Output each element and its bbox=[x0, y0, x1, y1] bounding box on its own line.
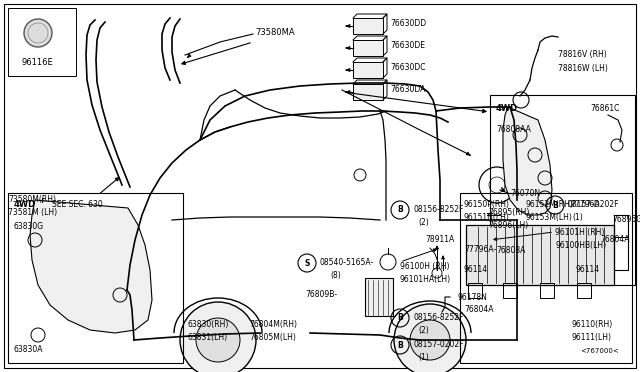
Text: <767000<: <767000< bbox=[580, 348, 619, 354]
Text: 08156-8252F: 08156-8252F bbox=[413, 313, 463, 322]
Text: 63830G: 63830G bbox=[14, 222, 44, 231]
Bar bbox=[353, 18, 383, 34]
Text: (2): (2) bbox=[418, 218, 429, 227]
Text: 96110(RH): 96110(RH) bbox=[572, 320, 613, 329]
Bar bbox=[503, 283, 517, 298]
Text: B: B bbox=[397, 340, 403, 350]
Bar bbox=[353, 62, 383, 78]
Text: 76804A: 76804A bbox=[464, 305, 493, 314]
Text: 08157-0202F: 08157-0202F bbox=[413, 340, 463, 349]
Circle shape bbox=[394, 304, 466, 372]
Polygon shape bbox=[30, 200, 152, 333]
Circle shape bbox=[196, 318, 240, 362]
Text: 96100H (RH): 96100H (RH) bbox=[400, 262, 449, 271]
Text: 76804A: 76804A bbox=[600, 235, 630, 244]
Text: 76804M(RH): 76804M(RH) bbox=[249, 320, 297, 329]
Bar bbox=[490, 95, 635, 285]
Text: 76809B-: 76809B- bbox=[305, 290, 337, 299]
Text: 76861C: 76861C bbox=[590, 104, 620, 113]
Text: 63830A: 63830A bbox=[14, 345, 44, 354]
Text: B: B bbox=[397, 314, 403, 323]
Text: 76808A: 76808A bbox=[496, 246, 525, 255]
Text: 96178N: 96178N bbox=[457, 293, 487, 302]
Text: 76070N: 76070N bbox=[510, 189, 540, 198]
Text: 78911A: 78911A bbox=[425, 235, 454, 244]
Text: 76808AA: 76808AA bbox=[496, 125, 531, 134]
Text: 73580M(RH): 73580M(RH) bbox=[8, 195, 56, 204]
Bar bbox=[614, 215, 628, 270]
Text: 76896(LH): 76896(LH) bbox=[488, 221, 528, 230]
Text: 96114: 96114 bbox=[576, 265, 600, 274]
Text: 08156-8252F: 08156-8252F bbox=[413, 205, 463, 214]
Text: 96114: 96114 bbox=[464, 265, 488, 274]
Bar bbox=[540, 283, 554, 298]
Text: 76630DD: 76630DD bbox=[390, 19, 426, 29]
Text: 77796A-: 77796A- bbox=[464, 245, 496, 254]
Text: 73581M (LH): 73581M (LH) bbox=[8, 208, 57, 217]
Bar bbox=[365, 278, 393, 316]
Text: 76630DC: 76630DC bbox=[390, 64, 426, 73]
Bar bbox=[8, 8, 76, 76]
Text: 76630DA: 76630DA bbox=[390, 86, 426, 94]
Text: 96116E: 96116E bbox=[22, 58, 54, 67]
Circle shape bbox=[24, 19, 52, 47]
Text: B: B bbox=[552, 201, 558, 209]
Text: 96151N(LH): 96151N(LH) bbox=[464, 213, 510, 222]
Text: 96150P(RH): 96150P(RH) bbox=[464, 200, 510, 209]
Text: (1): (1) bbox=[572, 213, 583, 222]
Text: 08540-5165A-: 08540-5165A- bbox=[320, 258, 374, 267]
Polygon shape bbox=[503, 107, 552, 215]
Bar bbox=[577, 283, 591, 298]
Text: 96101HA(LH): 96101HA(LH) bbox=[400, 275, 451, 284]
Circle shape bbox=[410, 320, 450, 360]
Text: 76630DE: 76630DE bbox=[390, 42, 425, 51]
Text: 4WD: 4WD bbox=[496, 104, 518, 113]
Text: 96152M(RH): 96152M(RH) bbox=[526, 200, 574, 209]
Text: (1): (1) bbox=[418, 353, 429, 362]
Text: 4WD: 4WD bbox=[14, 200, 36, 209]
Text: 96153M(LH): 96153M(LH) bbox=[526, 213, 573, 222]
Text: SEE SEC. 630: SEE SEC. 630 bbox=[52, 200, 103, 209]
Bar bbox=[466, 225, 614, 285]
Circle shape bbox=[180, 302, 256, 372]
Bar bbox=[353, 84, 383, 100]
Text: S: S bbox=[304, 259, 310, 267]
Text: 63830(RH): 63830(RH) bbox=[188, 320, 229, 329]
Text: 76895G: 76895G bbox=[612, 215, 640, 224]
Text: 77796A: 77796A bbox=[570, 200, 600, 209]
Text: (8): (8) bbox=[330, 271, 340, 280]
Text: 78816W (LH): 78816W (LH) bbox=[558, 64, 608, 73]
Bar bbox=[460, 193, 632, 363]
Text: 96100HB(LH): 96100HB(LH) bbox=[555, 241, 606, 250]
Text: B: B bbox=[397, 205, 403, 215]
Bar bbox=[8, 193, 183, 363]
Text: 73580MA: 73580MA bbox=[255, 28, 294, 37]
Text: 76805M(LH): 76805M(LH) bbox=[249, 333, 296, 342]
Bar bbox=[468, 283, 482, 298]
Text: 78816V (RH): 78816V (RH) bbox=[558, 51, 607, 60]
Text: 76895(RH): 76895(RH) bbox=[488, 208, 529, 217]
Text: 08157-D202F: 08157-D202F bbox=[568, 200, 620, 209]
Text: 96111(LH): 96111(LH) bbox=[572, 333, 612, 342]
Text: 63831(LH): 63831(LH) bbox=[188, 333, 228, 342]
Text: (2): (2) bbox=[418, 326, 429, 335]
Text: 96101H (RH): 96101H (RH) bbox=[555, 228, 604, 237]
Bar bbox=[353, 40, 383, 56]
